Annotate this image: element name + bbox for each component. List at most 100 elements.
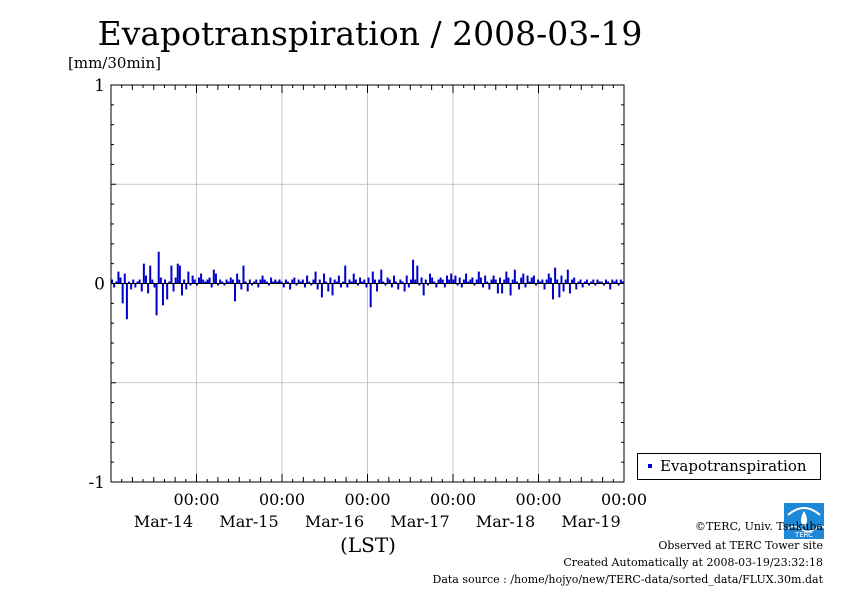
data-bar — [189, 283, 192, 286]
data-bar — [136, 281, 139, 284]
data-bar — [289, 283, 292, 290]
data-bar — [210, 283, 213, 288]
data-bar — [331, 283, 334, 296]
data-bar — [280, 281, 283, 284]
data-bar — [202, 279, 205, 284]
data-bar — [185, 283, 188, 290]
data-bar — [306, 275, 309, 284]
data-bar — [335, 281, 338, 284]
data-bar — [424, 279, 427, 284]
data-bar — [611, 279, 614, 284]
data-bar — [308, 281, 311, 284]
data-bar — [530, 277, 533, 284]
data-bar — [412, 259, 415, 284]
data-bar — [183, 279, 186, 284]
data-bar — [441, 279, 444, 284]
data-bar — [312, 279, 315, 284]
data-bar — [547, 273, 550, 284]
data-bar — [299, 281, 302, 284]
data-bar — [600, 281, 603, 284]
credit-observed: Observed at TERC Tower site — [658, 539, 823, 552]
data-bar — [234, 283, 237, 302]
data-bar — [537, 279, 540, 284]
credit-copyright: ©TERC, Univ. Tsukuba — [694, 520, 823, 533]
data-bar — [361, 281, 364, 284]
data-bar — [607, 281, 610, 284]
data-bar — [282, 283, 285, 288]
data-bar — [253, 281, 256, 284]
data-bar — [615, 279, 618, 284]
data-bar — [119, 277, 122, 284]
data-bar — [568, 283, 571, 294]
data-bar — [613, 281, 616, 284]
data-bar — [484, 275, 487, 284]
data-bar — [452, 279, 455, 284]
data-bar — [128, 281, 131, 284]
data-bar — [244, 281, 247, 284]
x-tick-date-label: Mar-14 — [134, 512, 193, 531]
data-bar — [513, 269, 516, 284]
data-bar — [225, 279, 228, 284]
data-bar — [558, 283, 561, 298]
data-bar — [384, 283, 387, 286]
data-bar — [219, 279, 222, 284]
data-bar — [526, 275, 529, 284]
data-bar — [598, 281, 601, 284]
data-bar — [134, 283, 137, 288]
chart-title: Evapotranspiration / 2008-03-19 — [97, 14, 643, 53]
x-tick-time-label: 00:00 — [344, 490, 390, 509]
data-bar — [498, 277, 501, 284]
data-bar — [433, 281, 436, 284]
data-bar — [388, 279, 391, 284]
data-bar — [170, 265, 173, 284]
legend-label: Evapotranspiration — [660, 457, 807, 475]
data-bar — [242, 265, 245, 284]
data-bar — [231, 279, 234, 284]
data-bar — [511, 279, 514, 284]
data-bar — [585, 279, 588, 284]
data-bar — [149, 265, 152, 284]
data-bar — [494, 279, 497, 284]
data-bar — [604, 279, 607, 284]
data-bar — [571, 279, 574, 284]
data-bar — [414, 279, 417, 284]
data-bar — [577, 281, 580, 284]
data-bar — [467, 281, 470, 284]
y-tick-label: 1 — [94, 76, 105, 96]
data-bar — [619, 279, 622, 284]
data-bar — [229, 277, 232, 284]
data-bar — [378, 279, 381, 284]
x-tick-date-label: Mar-18 — [476, 512, 535, 531]
data-bar — [340, 283, 342, 288]
data-bar — [265, 281, 268, 284]
data-bar — [371, 271, 374, 284]
y-axis-unit: [mm/30min] — [68, 54, 161, 72]
data-bar — [403, 283, 406, 292]
data-bar — [409, 279, 412, 284]
data-bar — [157, 251, 160, 284]
data-bar — [490, 279, 493, 284]
data-bar — [399, 279, 402, 284]
data-bar — [505, 271, 508, 284]
data-bar — [437, 279, 440, 284]
data-bar — [539, 281, 542, 284]
data-bar — [291, 279, 294, 284]
data-bar — [337, 275, 340, 284]
data-bar — [456, 283, 459, 286]
data-bar — [418, 283, 421, 286]
data-bar — [460, 283, 463, 288]
data-bar — [181, 283, 184, 296]
data-bar — [295, 283, 298, 286]
data-bar — [488, 283, 491, 290]
data-bar — [588, 283, 591, 286]
data-bar — [320, 283, 323, 298]
data-bar — [115, 281, 118, 284]
data-bar — [274, 279, 277, 284]
data-bar — [473, 283, 476, 286]
data-bar — [212, 269, 215, 284]
svg-text:TERC: TERC — [794, 531, 813, 539]
data-bar — [248, 279, 251, 284]
data-bar — [367, 277, 370, 284]
data-bar — [596, 279, 599, 284]
data-bar — [151, 279, 154, 284]
